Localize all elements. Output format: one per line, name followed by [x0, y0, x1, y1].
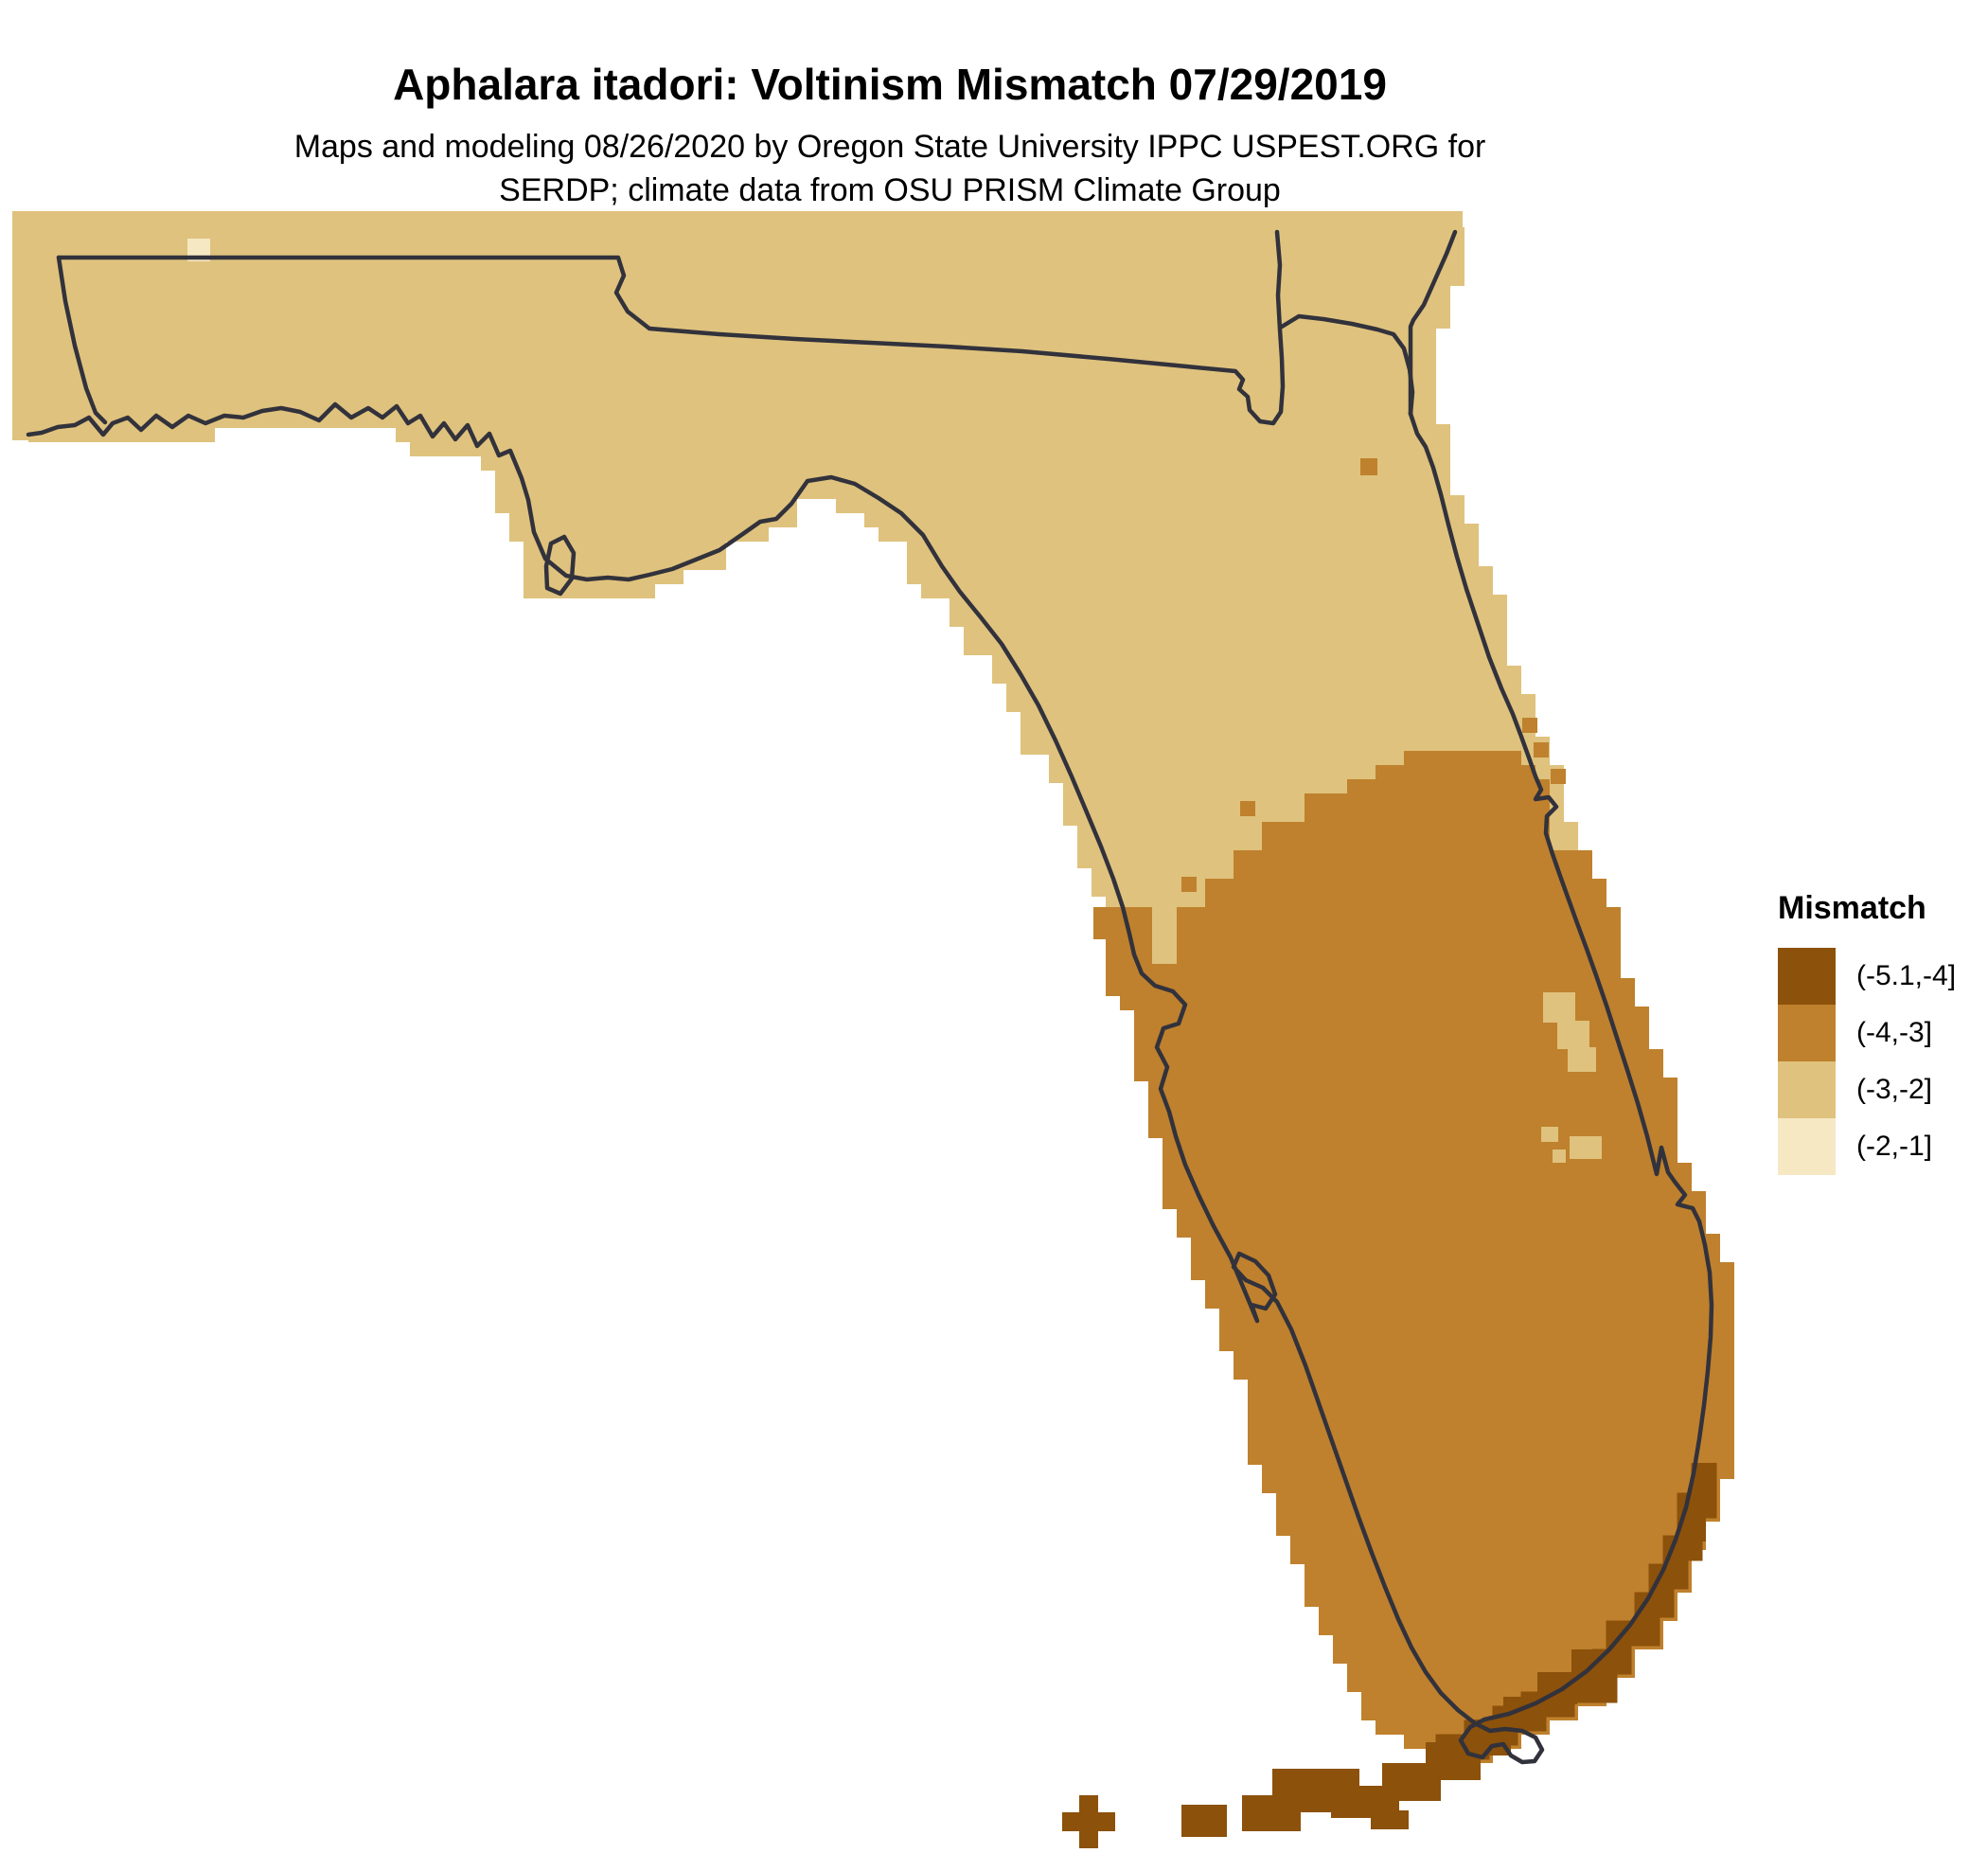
legend-swatch-3 — [1778, 1118, 1836, 1175]
florida-keys-dark-(-5.1,-4]-cell — [1696, 1466, 1712, 1498]
inlier-patches-tan-cell — [1568, 1047, 1596, 1072]
florida-keys-dark-(-5.1,-4]-cell — [1371, 1810, 1409, 1829]
state-border-west — [56, 255, 108, 425]
inlier-patches-tan-cell — [1541, 1127, 1558, 1142]
legend-label-0: (-5.1,-4] — [1856, 960, 1957, 991]
outlier-cells-brown-cell — [1365, 784, 1380, 799]
coastline-island-stvincent — [543, 534, 577, 597]
legend-swatch-2 — [1778, 1061, 1836, 1118]
legend-row-0: (-5.1,-4] — [1778, 948, 1956, 1005]
coastline-ga-top — [1408, 229, 1458, 417]
legend-label-1: (-4,-3] — [1856, 1017, 1933, 1048]
outlier-cells-brown-cell — [1534, 742, 1549, 757]
inlier-patches-tan-cell — [1543, 992, 1575, 1023]
florida-keys-dark-(-5.1,-4]-cell — [1062, 1812, 1115, 1831]
florida-keys-dark-(-5.1,-4]-cell — [1691, 1513, 1706, 1541]
inlier-patches-tan-cell — [1553, 1149, 1566, 1163]
state-border-north — [56, 229, 1286, 426]
outlier-cells-brown — [1181, 458, 1566, 892]
inlier-patches-tan-cell — [1557, 1021, 1589, 1049]
outlier-cells-brown-cell — [1360, 458, 1377, 475]
outlier-cells-brown-cell — [1551, 769, 1566, 784]
florida-keys-dark-(-5.1,-4]-cell — [1181, 1805, 1227, 1837]
inlier-patches-tan-cell — [1570, 1136, 1602, 1159]
legend-swatch-0 — [1778, 948, 1836, 1005]
legend-label-2: (-3,-2] — [1856, 1074, 1933, 1105]
legend-row-1: (-4,-3] — [1778, 1005, 1956, 1061]
legend-title: Mismatch — [1778, 890, 1926, 926]
legend-swatch-1 — [1778, 1005, 1836, 1061]
legend: Mismatch (-5.1,-4] (-4,-3] (-3,-2] (-2,-1] — [1778, 890, 1956, 1175]
outlier-cells-brown-cell — [1181, 877, 1197, 892]
outlier-cells-brown-cell — [1522, 718, 1537, 733]
coastline — [26, 401, 1714, 1765]
florida-keys-dark-(-5.1,-4] — [1062, 1466, 1712, 1848]
legend-rows: (-5.1,-4] (-4,-3] (-3,-2] (-2,-1] — [1778, 948, 1956, 1175]
inlier-patches-tan — [1541, 992, 1602, 1163]
region-fill-brown-(-4,-3] — [1093, 751, 1734, 1763]
legend-label-3: (-2,-1] — [1856, 1131, 1933, 1162]
outlier-cells-brown-cell — [1240, 801, 1255, 816]
legend-row-2: (-3,-2] — [1778, 1061, 1956, 1118]
legend-row-3: (-2,-1] — [1778, 1118, 1956, 1175]
